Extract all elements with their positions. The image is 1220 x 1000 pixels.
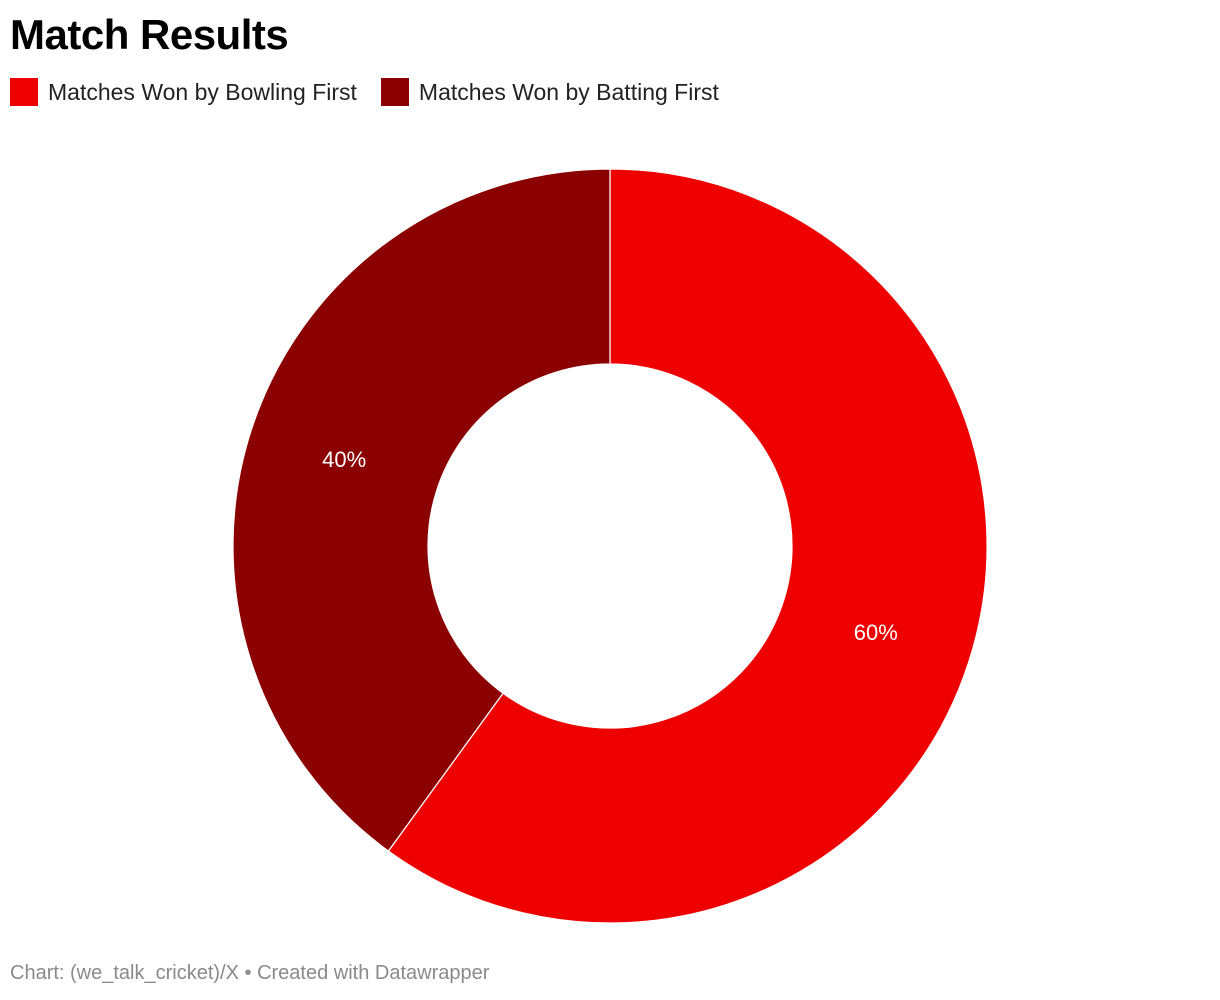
slice-bowling-first [387, 168, 988, 924]
data-label-bowling-first: 60% [854, 620, 898, 645]
legend-item-batting-first: Matches Won by Batting First [380, 78, 719, 106]
legend-swatch-bowling-first [10, 78, 38, 106]
legend-item-bowling-first: Matches Won by Bowling First [10, 78, 357, 106]
slice-batting-first [232, 168, 611, 852]
legend-swatch-batting-first [380, 78, 409, 106]
chart-title: Match Results [10, 11, 289, 58]
legend-label-bowling-first: Matches Won by Bowling First [48, 78, 357, 105]
chart-legend: Matches Won by Bowling First Matches Won… [10, 78, 719, 106]
chart-footer-credit: Chart: (we_talk_cricket)/X • Created wit… [10, 962, 490, 984]
legend-label-batting-first: Matches Won by Batting First [418, 78, 719, 105]
data-label-batting-first: 40% [322, 447, 366, 472]
donut-chart: 60% 40% [232, 168, 988, 924]
